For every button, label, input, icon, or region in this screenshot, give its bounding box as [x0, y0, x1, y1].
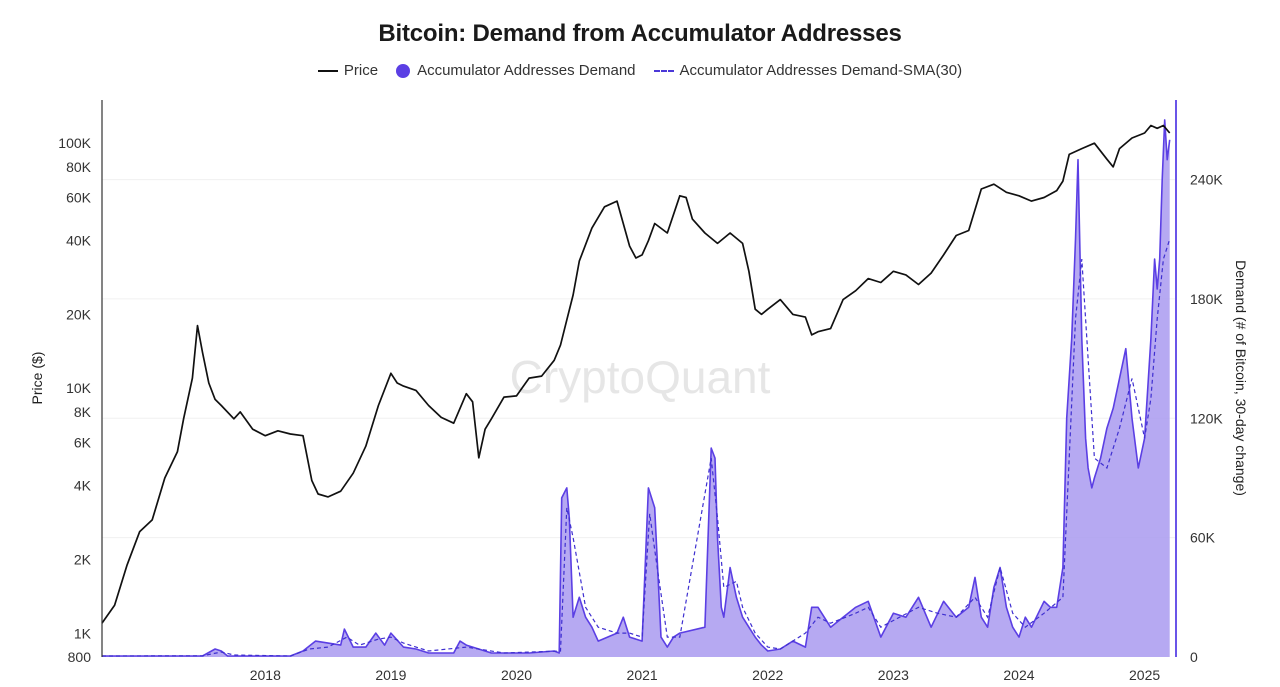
x-tick-label: 2022	[752, 667, 783, 683]
y-right-axis-title: Demand (# of Bitcoin, 30-day change)	[1233, 260, 1249, 496]
sma-line-layer	[101, 239, 1171, 657]
y-left-tick-label: 100K	[58, 135, 91, 151]
y-right-tick-label: 240K	[1190, 172, 1223, 188]
y-right-tick-labels: 0 60K 120K 180K 240K	[1190, 172, 1223, 665]
y-left-tick-label: 20K	[66, 306, 92, 322]
x-tick-label: 2018	[250, 667, 281, 683]
legend-swatch-price	[317, 69, 338, 72]
y-left-tick-label: 1K	[74, 625, 92, 641]
y-left-tick-labels: 800 1K 2K 4K 6K 8K 10K 20K 40K 60K 80K 100K	[58, 135, 91, 665]
y-left-tick-label: 6K	[74, 435, 92, 451]
watermark: CryptoQuant	[510, 351, 771, 403]
y-right-tick-label: 60K	[1190, 530, 1216, 546]
x-tick-label: 2024	[1003, 667, 1034, 683]
y-left-tick-label: 80K	[66, 159, 92, 175]
y-right-tick-label: 120K	[1190, 410, 1223, 426]
y-left-tick-label: 8K	[74, 404, 92, 420]
price-line	[101, 124, 1171, 624]
y-left-tick-label: 800	[68, 649, 92, 665]
x-tick-labels: 2018 2019 2020 2021 2022 2023 2024 2025	[250, 667, 1161, 683]
y-right-tick-label: 0	[1190, 649, 1198, 665]
y-left-tick-label: 40K	[66, 233, 92, 249]
y-left-tick-label: 2K	[74, 551, 92, 567]
legend-item-sma[interactable]: Accumulator Addresses Demand-SMA(30)	[653, 62, 963, 79]
x-tick-label: 2023	[878, 667, 909, 683]
legend-label-demand: Accumulator Addresses Demand	[417, 62, 636, 79]
y-left-tick-label: 60K	[66, 190, 92, 206]
chart-title: Bitcoin: Demand from Accumulator Address…	[378, 20, 902, 47]
y-left-tick-label: 10K	[66, 380, 92, 396]
sma-line	[101, 239, 1171, 657]
demand-area	[102, 119, 1170, 657]
demand-line	[102, 119, 1171, 657]
y-left-tick-label: 4K	[74, 478, 92, 494]
legend-item-demand[interactable]: Accumulator Addresses Demand	[396, 62, 636, 79]
legend: Price Accumulator Addresses Demand Accum…	[0, 62, 1280, 79]
y-left-axis-title: Price ($)	[29, 352, 45, 405]
x-tick-label: 2020	[501, 667, 532, 683]
x-tick-label: 2019	[375, 667, 406, 683]
legend-swatch-demand	[396, 63, 411, 78]
legend-label-price: Price	[343, 62, 379, 79]
legend-swatch-sma	[653, 69, 674, 72]
price-line-layer	[101, 124, 1171, 624]
legend-item-price[interactable]: Price	[317, 62, 379, 79]
x-tick-label: 2025	[1129, 667, 1160, 683]
x-tick-label: 2021	[627, 667, 658, 683]
y-right-tick-label: 180K	[1190, 291, 1223, 307]
axes-layer	[101, 100, 1177, 657]
legend-label-sma: Accumulator Addresses Demand-SMA(30)	[679, 62, 963, 79]
demand-area-layer	[102, 119, 1171, 657]
grid-layer	[102, 179, 1176, 539]
